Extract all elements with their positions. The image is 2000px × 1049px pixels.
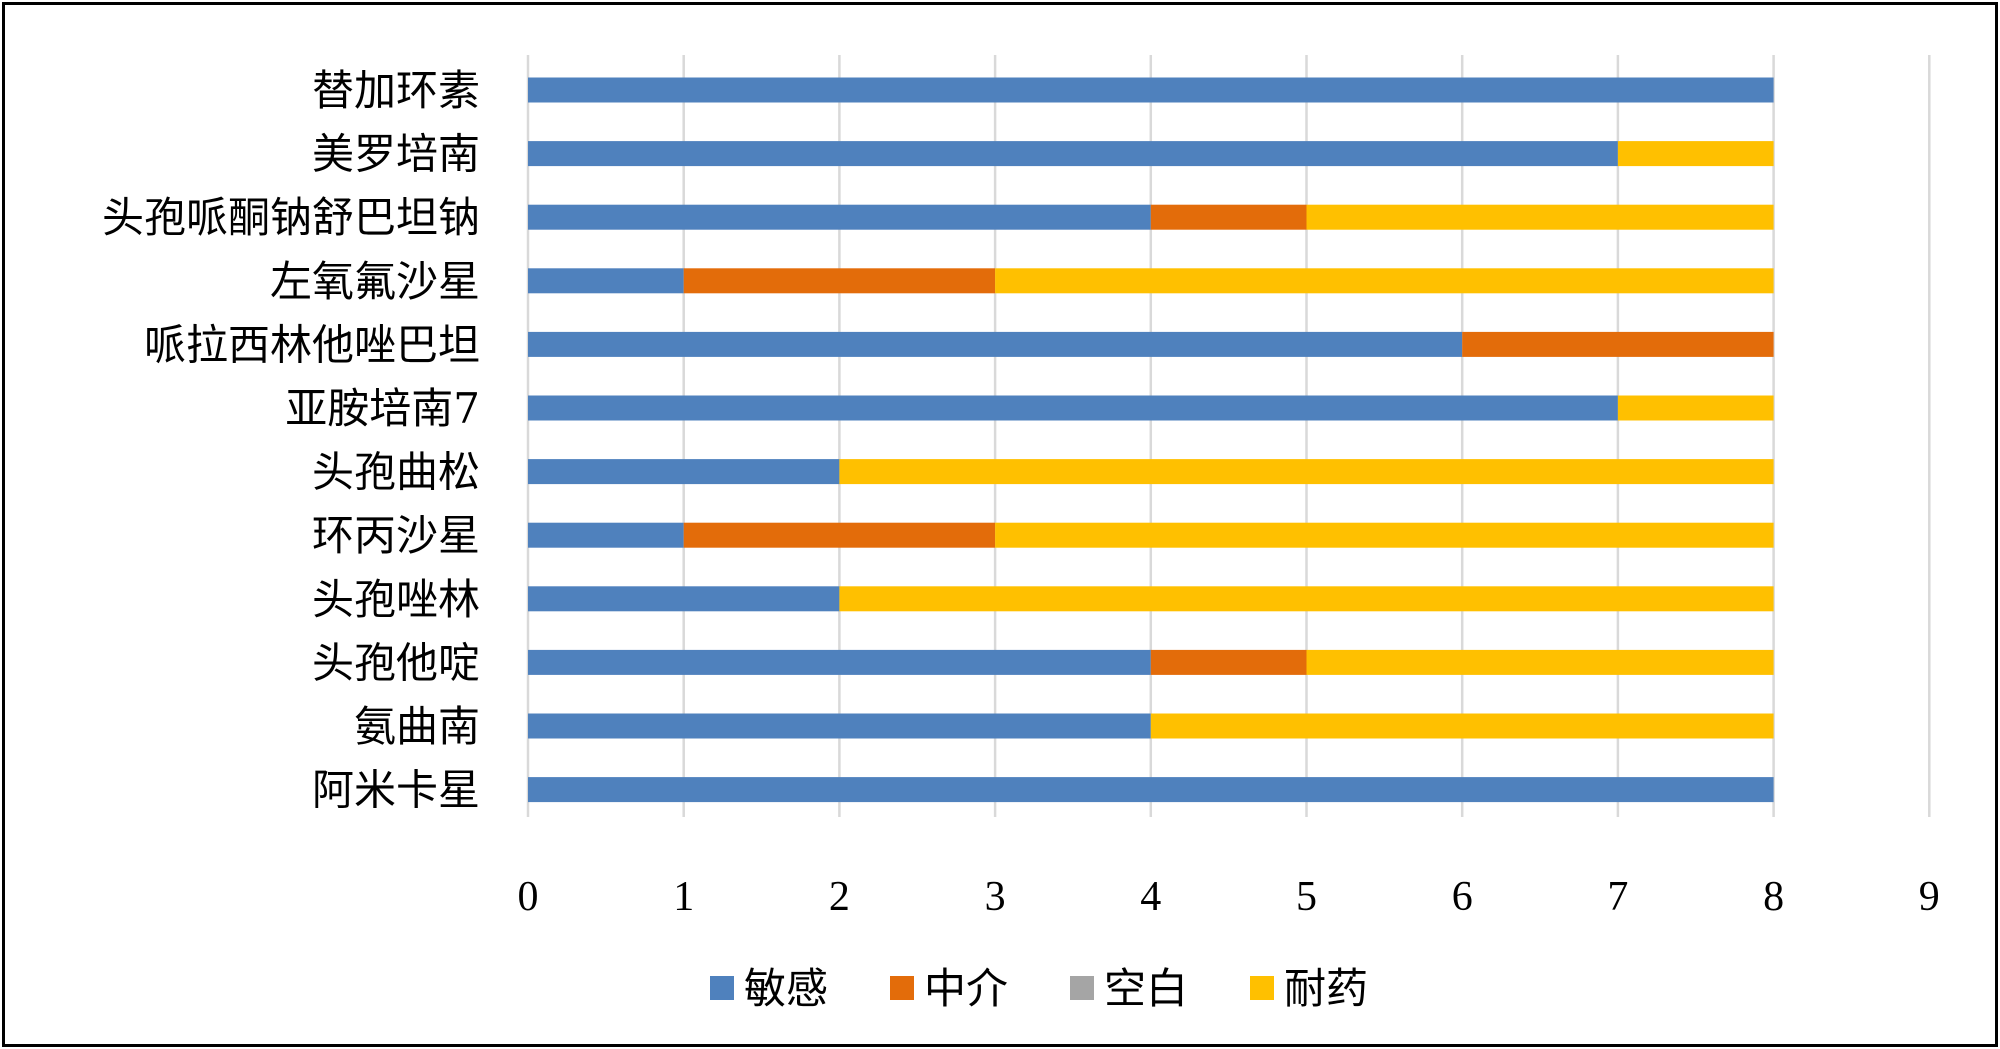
x-tick-label: 2: [829, 874, 850, 920]
bar-segment: [528, 649, 1151, 675]
legend-label: 耐药: [1284, 964, 1368, 1013]
x-tick-label: 8: [1763, 874, 1784, 920]
category-label: 头孢曲松: [312, 448, 480, 497]
category-label: 美罗培南: [312, 130, 480, 179]
legend: 敏感 中介 空白 耐药: [710, 964, 1368, 1013]
bar-segment: [1462, 331, 1774, 357]
category-label: 头孢他啶: [312, 638, 480, 687]
bar-segment: [1617, 395, 1774, 421]
bar-segment: [1306, 649, 1774, 675]
bar-segment: [528, 204, 1151, 230]
category-label: 头孢哌酮钠舒巴坦钠: [102, 193, 480, 242]
legend-label: 空白: [1104, 964, 1188, 1013]
bar-segment: [839, 459, 1774, 485]
bar-segment: [528, 141, 1618, 167]
legend-swatch: [1070, 976, 1094, 1000]
category-label: 亚胺培南7: [285, 384, 480, 433]
bar-segment: [683, 268, 996, 294]
bar-segment: [528, 522, 684, 548]
gridlines: [526, 55, 1931, 817]
legend-swatch: [890, 976, 914, 1000]
category-label: 阿米卡星: [312, 766, 480, 815]
x-tick-label: 6: [1452, 874, 1473, 920]
category-label: 左氧氟沙星: [270, 257, 480, 306]
x-axis-tick-labels: 0 1 2 3 4 5 6 7 8 9: [518, 874, 1940, 920]
bar-segment: [839, 586, 1774, 612]
bar-segment: [528, 268, 684, 294]
bar-segment: [528, 331, 1463, 357]
category-label: 环丙沙星: [312, 511, 480, 560]
legend-swatch: [1250, 976, 1274, 1000]
bar-segment: [683, 522, 996, 548]
bar-segment: [1306, 204, 1774, 230]
x-tick-label: 0: [518, 874, 539, 920]
x-tick-label: 7: [1607, 874, 1628, 920]
x-tick-label: 1: [673, 874, 694, 920]
x-tick-label: 5: [1296, 874, 1317, 920]
x-tick-label: 3: [985, 874, 1006, 920]
bar-segment: [528, 77, 1774, 103]
bar-segment: [995, 522, 1774, 548]
category-label: 哌拉西林他唑巴坦: [144, 320, 480, 369]
category-label: 氨曲南: [354, 702, 480, 751]
bar-segment: [1150, 649, 1307, 675]
bar-segment: [528, 777, 1774, 803]
bars: [528, 77, 1774, 803]
bar-segment: [528, 586, 840, 612]
legend-label: 敏感: [744, 964, 828, 1013]
x-tick-label: 9: [1919, 874, 1940, 920]
x-tick-label: 4: [1140, 874, 1161, 920]
bar-segment: [528, 395, 1618, 421]
bar-segment: [528, 713, 1151, 739]
bar-segment: [1617, 141, 1774, 167]
bar-segment: [1150, 713, 1774, 739]
bar-segment: [995, 268, 1774, 294]
legend-label: 中介: [924, 964, 1008, 1013]
bar-segment: [1150, 204, 1307, 230]
bar-segment: [528, 459, 840, 485]
legend-swatch: [710, 976, 734, 1000]
category-label: 替加环素: [312, 66, 480, 115]
category-label: 头孢唑林: [312, 575, 480, 624]
